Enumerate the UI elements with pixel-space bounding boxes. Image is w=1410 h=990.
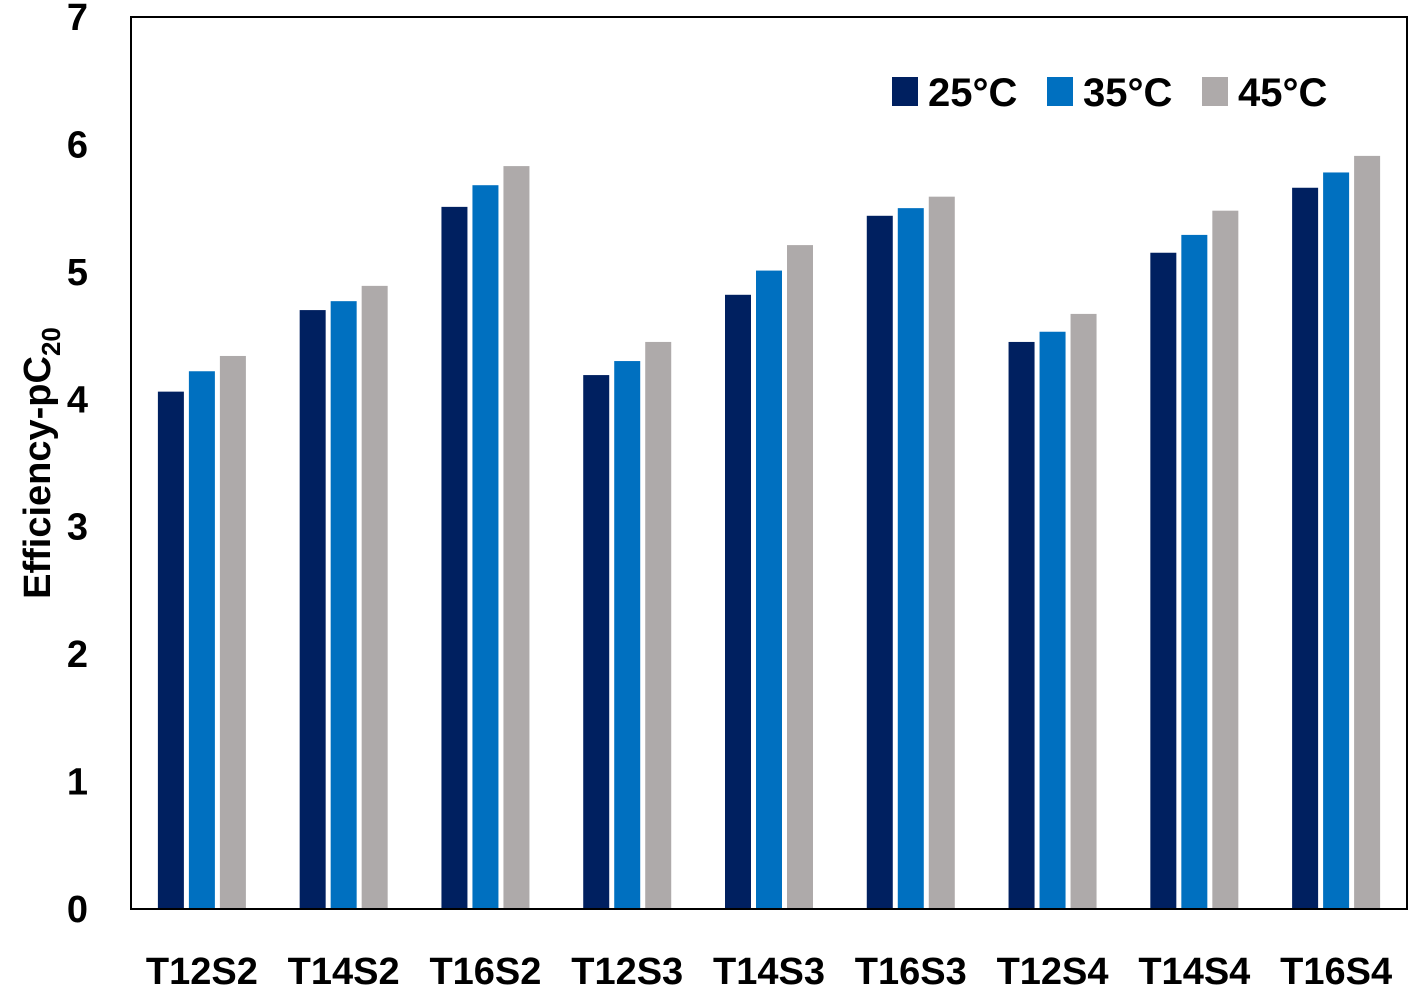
y-tick-label: 3 [67,507,88,549]
bar-T14S4-25°C [1150,252,1177,909]
y-axis-ticks: 0 1 2 3 4 5 6 7 [67,0,88,931]
y-tick-label: 6 [67,124,88,166]
x-category-label: T14S3 [713,951,825,990]
bar-T12S2-35°C [188,371,215,909]
y-tick-label: 7 [67,0,88,39]
legend-swatch-25°C [892,77,918,106]
y-axis-label: Efficiency-pC20 [17,327,66,599]
legend: 25°C 35°C 45°C [892,71,1327,115]
x-category-label: T16S3 [855,951,967,990]
bar-T16S4-25°C [1292,187,1319,910]
x-category-label: T14S4 [1138,951,1250,990]
bar-T14S3-25°C [725,294,751,909]
x-category-label: T12S3 [571,951,683,990]
y-tick-label: 5 [67,252,88,294]
bar-T14S2-25°C [299,310,326,910]
bar-T16S2-35°C [472,185,499,910]
x-category-label: T12S4 [997,951,1109,990]
bar-T12S4-25°C [1008,341,1035,909]
legend-label: 35°C [1083,71,1172,115]
x-category-label: T12S2 [146,951,258,990]
legend-label: 25°C [928,71,1017,115]
y-tick-label: 0 [67,889,88,931]
legend-swatch-45°C [1202,77,1228,106]
bar-T14S4-45°C [1212,210,1239,910]
x-category-label: T14S2 [288,951,400,990]
bar-T16S3-25°C [866,215,893,909]
bar-T16S2-25°C [441,206,468,909]
bar-T12S3-35°C [614,361,641,909]
bars-group [157,155,1381,910]
bar-T16S3-35°C [897,208,924,910]
bar-T14S3-45°C [787,245,813,909]
bar-T16S3-45°C [928,196,955,909]
x-category-label: T16S2 [429,951,541,990]
legend-swatch-35°C [1047,77,1073,106]
bar-T16S4-35°C [1323,172,1350,909]
bar-T12S4-45°C [1070,313,1097,909]
legend-label: 45°C [1238,71,1327,115]
y-tick-label: 1 [67,762,88,804]
plot-frame [130,16,1408,910]
bar-T12S3-45°C [645,341,672,909]
bar-T12S2-45°C [219,355,246,910]
bar-T12S3-25°C [583,375,610,909]
bar-T14S2-35°C [330,301,357,909]
y-axis-label-main: Efficiency-pC [17,356,59,599]
x-category-label: T16S4 [1280,951,1392,990]
y-axis-label-subscript: 20 [36,327,66,356]
bar-T14S4-35°C [1181,234,1208,910]
bar-T12S4-35°C [1039,331,1066,910]
bar-T16S4-45°C [1354,155,1381,909]
bar-T14S3-35°C [756,270,782,909]
bar-T16S2-45°C [503,166,530,909]
x-axis-categories: T12S2 T14S2 T16S2 T12S3 T14S3 T16S3 T12S4 T14S4… [146,951,1392,990]
bar-T12S2-25°C [157,391,184,909]
bar-T14S2-45°C [361,285,388,910]
y-tick-label: 2 [67,634,88,676]
y-tick-label: 4 [67,379,88,421]
